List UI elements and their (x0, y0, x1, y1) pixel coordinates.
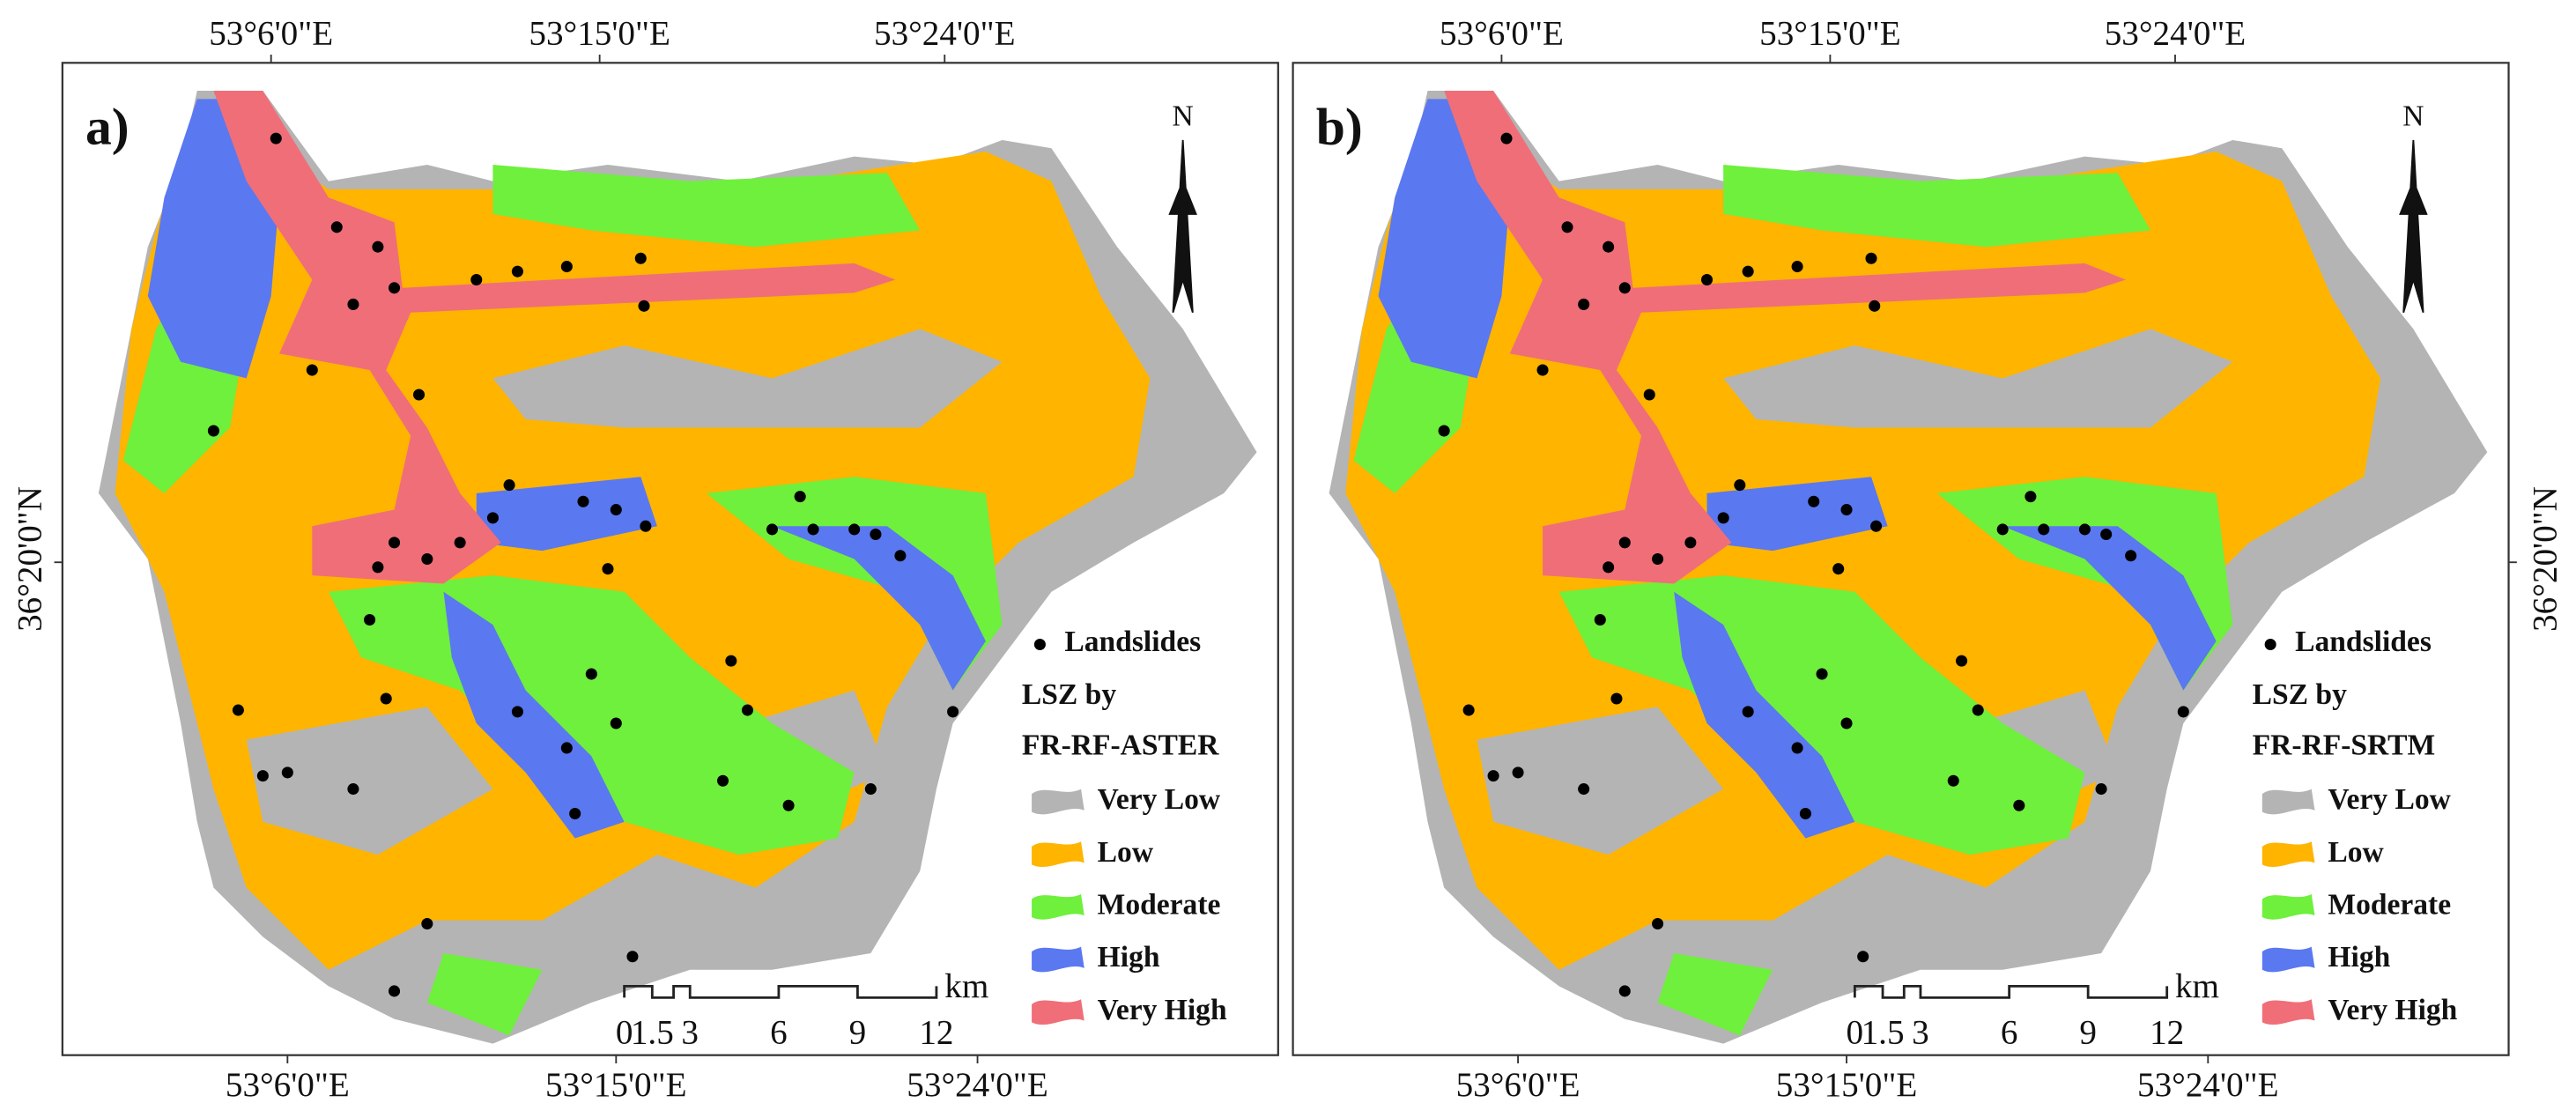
legend-label: High (1098, 941, 1160, 974)
panel-label: b) (1316, 97, 1363, 155)
top-coordinate: 53°15'0"E (529, 14, 670, 52)
legend-title: FR-RF-ASTER (1022, 729, 1219, 762)
scale-unit: km (944, 967, 988, 1005)
legend-label: Very High (2328, 994, 2457, 1026)
scale-bar (623, 984, 938, 999)
bottom-coordinate: 53°24'0"E (907, 1066, 1048, 1104)
top-coordinate: 53°6'0"E (209, 14, 333, 52)
panel-label: a) (85, 97, 130, 155)
legend-label: Very Low (1098, 783, 1221, 816)
north-arrow (1168, 139, 1197, 314)
latitude-label: 36°20'0"N (2526, 486, 2564, 632)
legend-label: Very Low (2328, 783, 2451, 816)
north-label: N (2402, 100, 2424, 132)
scale-label: 0 (1847, 1013, 1864, 1051)
scale-label: 9 (2079, 1013, 2097, 1051)
legend-label: Moderate (2328, 889, 2451, 922)
north-arrow (2399, 139, 2428, 314)
scale-label: 6 (770, 1013, 788, 1051)
legend-title: LSZ by (1022, 678, 1116, 711)
legend-dot (2264, 638, 2276, 650)
top-coordinate: 53°6'0"E (1440, 14, 1564, 52)
bottom-coordinate: 53°24'0"E (2137, 1066, 2279, 1104)
scale-label: 1.5 (631, 1013, 674, 1051)
map-panel: b) 53°6'0"E 53°15'0"E 53°24'0"E 53°6'0"E 53°1… (1292, 14, 2564, 1104)
legend-label: Low (2328, 836, 2384, 869)
legend-title: LSZ by (2253, 678, 2347, 711)
bottom-coordinate: 53°15'0"E (545, 1066, 687, 1104)
bottom-coordinate: 53°6'0"E (226, 1066, 350, 1104)
legend-label: High (2328, 941, 2390, 974)
legend-label: Moderate (1098, 889, 1221, 922)
legend-dot (1033, 638, 1046, 650)
legend-label: Landslides (1064, 626, 1201, 658)
scale-label: 6 (2001, 1013, 2018, 1051)
scale-label: 0 (616, 1013, 633, 1051)
north-label: N (1173, 100, 1194, 132)
scale-label: 9 (849, 1013, 867, 1051)
scale-unit: km (2175, 967, 2219, 1005)
top-coordinate: 53°15'0"E (1759, 14, 1901, 52)
legend-title: FR-RF-SRTM (2253, 729, 2436, 762)
scale-label: 12 (2150, 1013, 2184, 1051)
bottom-coordinate: 53°15'0"E (1776, 1066, 1918, 1104)
legend-label: Low (1098, 836, 1154, 869)
scale-bar (1853, 984, 2169, 999)
bottom-coordinate: 53°6'0"E (1456, 1066, 1580, 1104)
scale-label: 12 (919, 1013, 953, 1051)
top-coordinate: 53°24'0"E (2105, 14, 2247, 52)
legend-label: Very High (1098, 994, 1227, 1026)
legend-label: Landslides (2295, 626, 2432, 658)
scale-label: 3 (681, 1013, 699, 1051)
scale-label: 3 (1912, 1013, 1929, 1051)
latitude-label: 36°20'0"N (11, 486, 48, 632)
top-coordinate: 53°24'0"E (874, 14, 1016, 52)
scale-label: 1.5 (1862, 1013, 1905, 1051)
map-panel: a) 53°6'0"E 53°15'0"E 53°24'0"E 53°6'0"E 53°1… (11, 14, 1279, 1104)
